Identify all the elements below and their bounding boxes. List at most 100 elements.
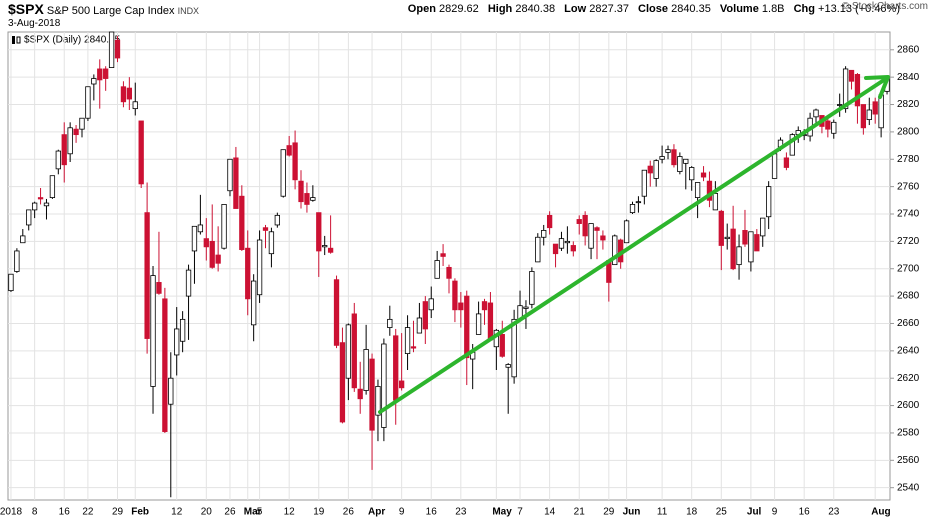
candle-body (108, 31, 115, 68)
y-tick-label: 2820 (897, 99, 920, 110)
date: 3-Aug-2018 (8, 18, 61, 29)
x-tick-label: 14 (544, 507, 556, 518)
candle-body (825, 120, 831, 130)
index-name: S&P 500 Large Cap Index (46, 5, 175, 17)
candle-body (724, 236, 730, 240)
candle-body (742, 230, 748, 245)
quote-value: 1.8B (761, 3, 785, 15)
y-tick-label: 2720 (897, 236, 920, 247)
candle-body (760, 217, 766, 237)
x-tick-label: 25 (716, 507, 728, 518)
candle-body (174, 328, 180, 356)
candle-body (523, 306, 529, 309)
candle-body (197, 224, 204, 233)
x-tick-label: 22 (82, 507, 94, 518)
candle-body (600, 235, 606, 241)
candle-body (854, 74, 861, 107)
y-tick-label: 2780 (897, 154, 920, 165)
candle-body (381, 343, 387, 428)
x-tick-label: 16 (59, 507, 71, 518)
candle-body (369, 358, 375, 431)
candle-body (363, 349, 369, 391)
candle-body (345, 324, 352, 379)
candle-body (848, 69, 855, 82)
candle-body (357, 388, 363, 400)
y-tick-label: 2840 (897, 72, 920, 83)
candle-body (582, 214, 588, 237)
candle-body (623, 220, 630, 244)
y-tick-label: 2800 (897, 127, 920, 138)
x-tick-label: 5 (257, 507, 263, 518)
candle-body (481, 301, 488, 311)
candle-body (150, 275, 156, 387)
candle-body (422, 301, 428, 330)
y-tick-label: 2760 (897, 181, 920, 192)
candle-body (221, 204, 227, 249)
x-tick-label: 21 (574, 507, 586, 518)
candle-body (251, 280, 257, 326)
candle-body (310, 197, 316, 201)
candle-body (162, 298, 168, 432)
candle-body (689, 167, 695, 181)
candle-body (114, 39, 121, 59)
x-tick-label: Jul (747, 507, 762, 518)
candle-body (771, 153, 778, 179)
candle-body (286, 145, 292, 156)
candle-body (339, 342, 346, 423)
y-tick-label: 2700 (897, 263, 920, 274)
candle-body (529, 271, 535, 305)
y-tick-label: 2860 (897, 44, 920, 55)
candle-body (588, 223, 594, 249)
candle-body (14, 250, 20, 272)
candle-body (612, 235, 618, 266)
candle-body (452, 280, 458, 311)
x-tick-label: 19 (313, 507, 325, 518)
candle-body (209, 240, 215, 268)
candle-body (191, 225, 198, 252)
candle-body (292, 142, 298, 181)
candle-body (842, 68, 849, 110)
candle-body (446, 266, 452, 279)
candle-body (647, 165, 653, 174)
candle-body (304, 193, 310, 205)
y-tick-label: 2680 (897, 291, 920, 302)
candle-body (464, 295, 470, 359)
candle-body (629, 204, 636, 214)
candle-body (683, 158, 689, 164)
x-tick-label: 23 (828, 507, 840, 518)
x-tick-label: 16 (426, 507, 438, 518)
x-tick-label: 16 (799, 507, 811, 518)
x-tick-label: Feb (131, 507, 149, 518)
candle-body (541, 230, 547, 238)
symbol: $SPX (8, 1, 44, 17)
candle-body (298, 180, 304, 203)
candle-body (120, 86, 127, 103)
x-tick-label: 26 (343, 507, 355, 518)
candle-body (262, 227, 269, 231)
candle-body (511, 318, 517, 378)
candle-body (126, 87, 132, 100)
candle-body (487, 302, 494, 341)
candle-body (179, 318, 186, 342)
candle-body (49, 175, 56, 198)
candle-body (215, 254, 221, 264)
candle-body (535, 236, 541, 263)
quote-label: Low (564, 3, 587, 15)
candle-body (37, 197, 44, 200)
candle-body (156, 282, 162, 294)
candle-body (398, 380, 405, 389)
candle-body (546, 214, 553, 229)
candle-body (428, 298, 434, 311)
candle-body (245, 247, 251, 300)
x-tick-label: 29 (112, 507, 124, 518)
y-tick-label: 2600 (897, 400, 920, 411)
x-tick-label: 8 (32, 507, 38, 518)
candle-body (404, 327, 411, 354)
quote-label: Chg (793, 3, 815, 15)
x-tick-label: 9 (399, 507, 405, 518)
x-tick-label: 12 (284, 507, 296, 518)
candle-body (327, 247, 334, 253)
candles (8, 31, 890, 498)
candle-body (718, 210, 724, 246)
